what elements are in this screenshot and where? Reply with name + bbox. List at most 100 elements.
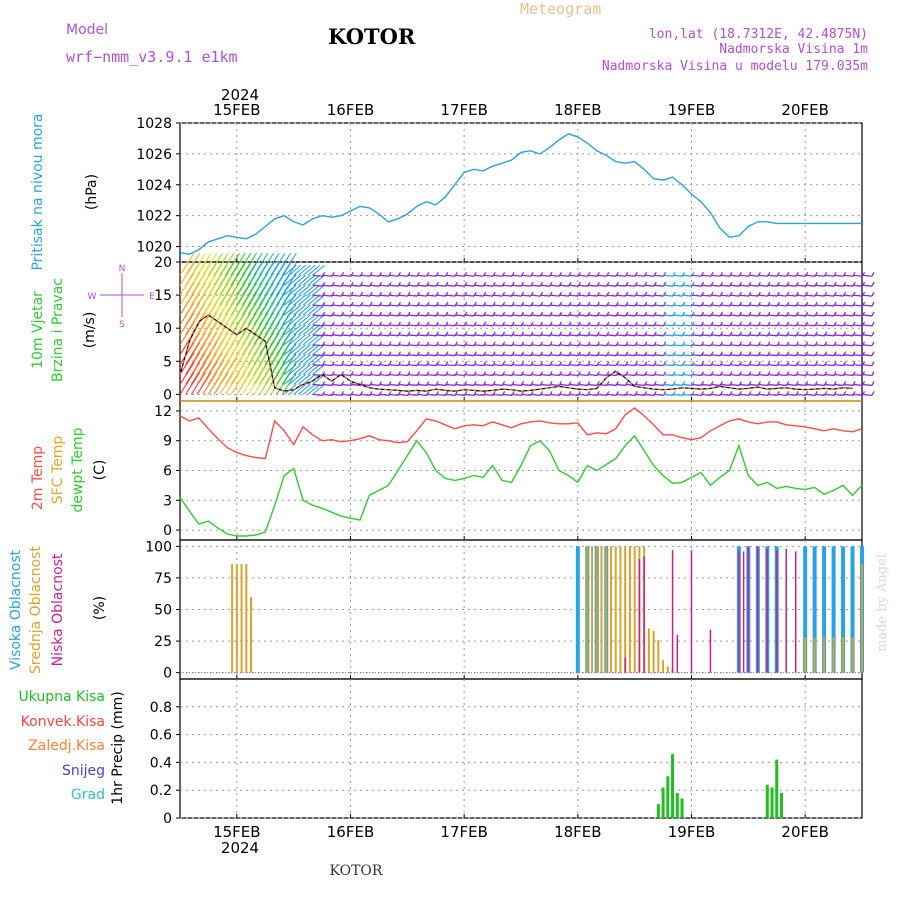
precip-bar bbox=[765, 784, 769, 818]
wind-barb bbox=[577, 334, 588, 337]
wind-barb bbox=[416, 314, 427, 317]
wind-barb bbox=[454, 304, 465, 307]
wind-barb bbox=[378, 354, 389, 357]
wind-barb bbox=[445, 344, 456, 347]
wind-barb bbox=[634, 334, 645, 337]
wind-barb bbox=[710, 373, 721, 377]
wind-barb bbox=[445, 334, 456, 337]
wind-barb bbox=[331, 334, 342, 337]
y-tick-label: 12 bbox=[154, 404, 172, 420]
wind-barb bbox=[710, 274, 721, 277]
wind-barb bbox=[805, 383, 816, 387]
wind-barb bbox=[757, 294, 768, 297]
wind-barb bbox=[276, 252, 292, 276]
wind-barb bbox=[511, 304, 522, 307]
wind-barb bbox=[350, 373, 361, 377]
wind-barb bbox=[369, 373, 380, 377]
wind-barb bbox=[842, 294, 854, 297]
wind-barb bbox=[492, 373, 503, 377]
wind-barb bbox=[729, 363, 740, 367]
wind-barb bbox=[805, 314, 816, 317]
wind-barb bbox=[729, 274, 740, 277]
bottom-day-label: 20FEB bbox=[781, 823, 828, 841]
wind-barb bbox=[340, 344, 352, 347]
wind-barb bbox=[322, 274, 333, 277]
wind-barb bbox=[852, 344, 863, 347]
wind-barb bbox=[568, 383, 579, 387]
precip-unit: 1hr Precip (mm) bbox=[110, 691, 126, 804]
wind-barb bbox=[606, 324, 617, 327]
wind-barb bbox=[340, 383, 352, 387]
wind-barb bbox=[672, 393, 683, 397]
cloud-mid-bar bbox=[813, 637, 816, 673]
wind-barb bbox=[842, 304, 854, 307]
wind-barb bbox=[596, 373, 607, 377]
y-tick-label: 3 bbox=[163, 493, 172, 509]
cloud-low-bar bbox=[794, 551, 797, 673]
y-tick-label: 10 bbox=[154, 321, 172, 337]
wind-barb bbox=[587, 344, 598, 347]
wind-barb bbox=[842, 383, 854, 387]
wind-barb bbox=[861, 304, 873, 307]
wind-barb bbox=[577, 383, 588, 387]
wind-barb bbox=[663, 344, 674, 347]
wind-barb bbox=[615, 354, 626, 357]
wind-barb bbox=[307, 354, 321, 366]
wind-barb bbox=[331, 294, 342, 297]
wind-barb bbox=[634, 354, 645, 357]
wind-barb bbox=[539, 324, 551, 327]
wind-barb bbox=[322, 284, 333, 287]
wind-barb bbox=[539, 294, 551, 297]
wind-barb bbox=[672, 324, 683, 327]
wind-barb bbox=[719, 393, 730, 397]
wind-barb bbox=[378, 314, 389, 317]
wind-barb bbox=[492, 393, 503, 397]
wind-barb bbox=[596, 314, 607, 317]
wind-barb bbox=[247, 252, 263, 276]
wind-barb bbox=[587, 304, 598, 307]
wind-barb bbox=[767, 354, 778, 357]
wind-barb bbox=[738, 294, 749, 297]
wind-barb bbox=[833, 294, 844, 297]
wind-barb bbox=[615, 294, 626, 297]
wind-ylabel-2: Brzina i Pravac bbox=[50, 278, 66, 382]
wind-barb bbox=[634, 324, 645, 327]
precip-legend-2: Zaledj.Kisa bbox=[28, 738, 105, 754]
wind-barb bbox=[483, 373, 494, 377]
wind-barb bbox=[710, 393, 721, 397]
wind-barb bbox=[767, 324, 778, 327]
wind-barb bbox=[307, 304, 321, 316]
cloud-low-bar bbox=[643, 556, 645, 673]
wind-barb bbox=[359, 324, 371, 327]
wind-barb bbox=[767, 334, 778, 337]
cloud-mid-bar bbox=[245, 564, 248, 673]
wind-barb bbox=[748, 304, 759, 307]
wind-barb bbox=[312, 314, 325, 326]
wind-barb bbox=[606, 314, 617, 317]
wind-barb bbox=[653, 383, 664, 387]
wind-barb bbox=[445, 373, 456, 377]
cloud-mid-bar bbox=[628, 546, 631, 673]
cloud-high-bar bbox=[841, 546, 846, 673]
wind-barb bbox=[520, 363, 532, 367]
wind-barb bbox=[824, 354, 835, 357]
wind-barb bbox=[302, 344, 316, 356]
wind-barb bbox=[568, 373, 579, 377]
wind-barb bbox=[322, 334, 333, 337]
wind-barb bbox=[625, 363, 636, 367]
wind-barb bbox=[558, 294, 569, 297]
wind-barb bbox=[776, 304, 787, 307]
y-tick-label: 1022 bbox=[136, 209, 172, 225]
wind-barb bbox=[549, 284, 560, 287]
wind-barb bbox=[307, 284, 321, 296]
wind-barb bbox=[824, 393, 835, 397]
wind-barb bbox=[748, 274, 759, 277]
wind-barb bbox=[814, 393, 825, 397]
cloud-low-bar bbox=[742, 551, 745, 673]
wind-barb bbox=[587, 274, 598, 277]
wind-barb bbox=[397, 324, 408, 327]
cloud-mid-bar bbox=[231, 564, 234, 673]
wind-barb bbox=[748, 314, 759, 317]
wind-barb bbox=[426, 344, 437, 347]
wind-barb bbox=[634, 314, 645, 317]
